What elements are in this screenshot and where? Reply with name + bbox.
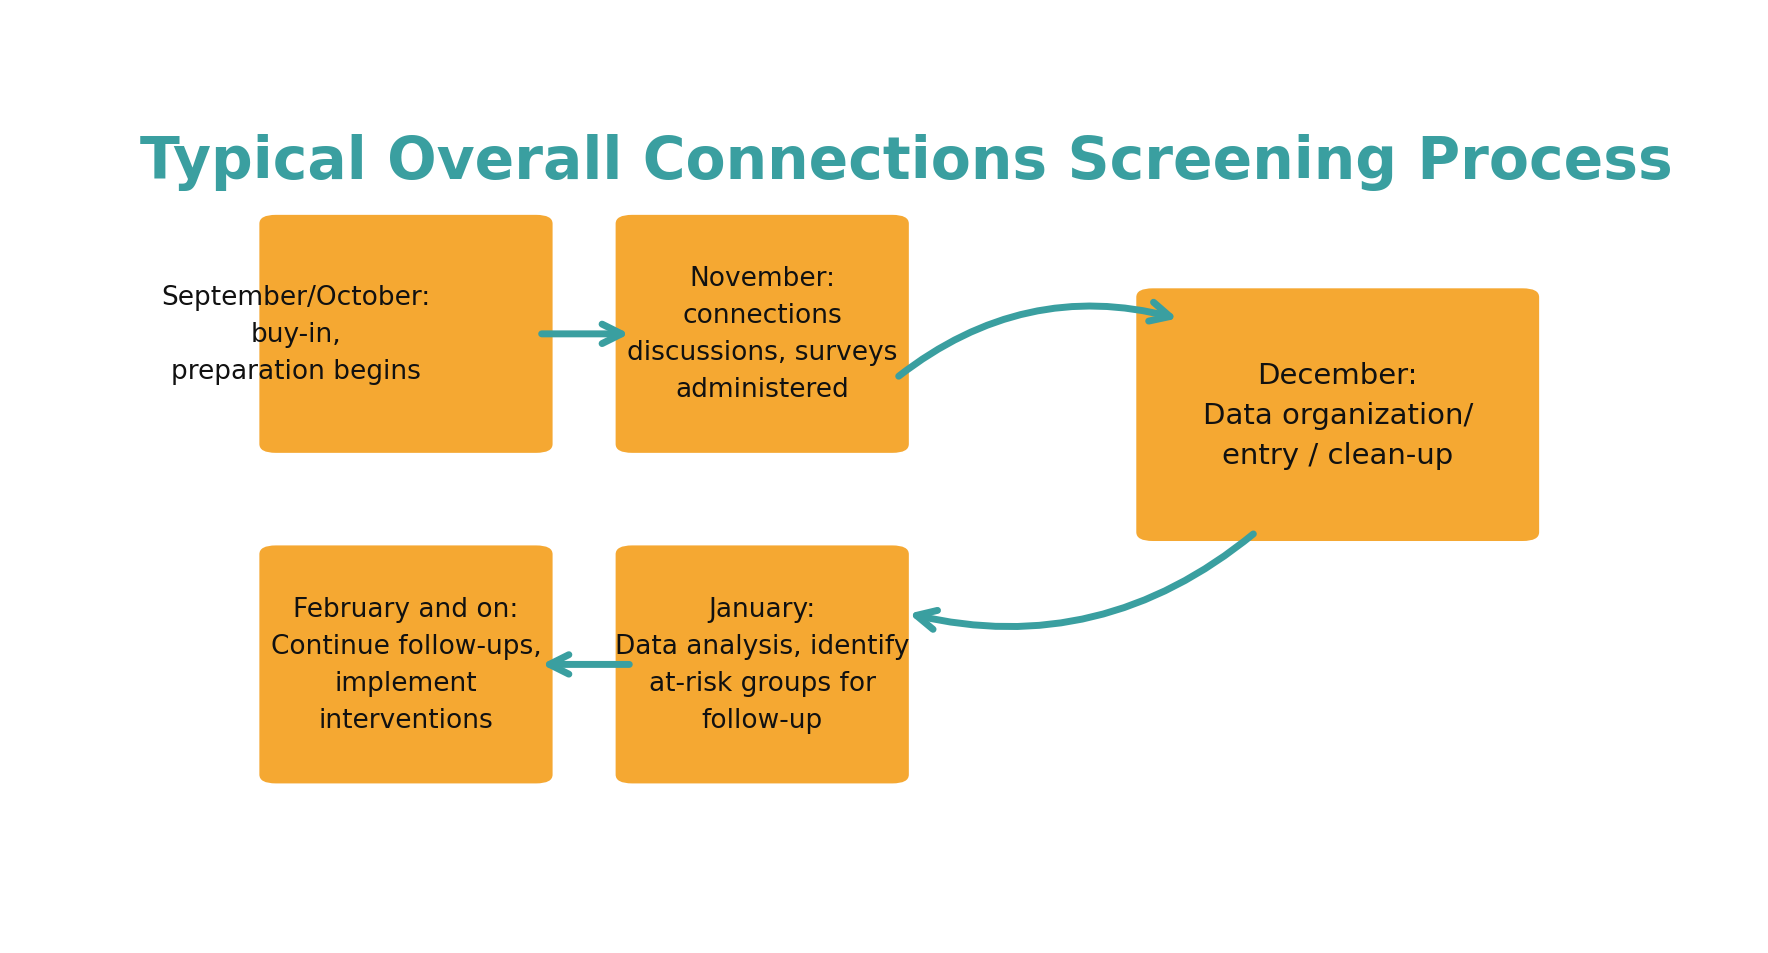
Text: November:
connections
discussions, surveys
administered: November: connections discussions, surve… xyxy=(628,266,898,403)
Text: January:
Data analysis, identify
at-risk groups for
follow-up: January: Data analysis, identify at-risk… xyxy=(615,597,909,733)
Text: December:
Data organization/
entry / clean-up: December: Data organization/ entry / cle… xyxy=(1202,361,1473,469)
Text: September/October:
buy-in,
preparation begins: September/October: buy-in, preparation b… xyxy=(161,285,431,384)
FancyBboxPatch shape xyxy=(1137,289,1540,541)
FancyBboxPatch shape xyxy=(615,215,909,454)
FancyBboxPatch shape xyxy=(615,546,909,783)
FancyBboxPatch shape xyxy=(260,546,553,783)
Text: February and on:
Continue follow-ups,
implement
interventions: February and on: Continue follow-ups, im… xyxy=(271,597,541,733)
FancyBboxPatch shape xyxy=(260,215,553,454)
Text: Typical Overall Connections Screening Process: Typical Overall Connections Screening Pr… xyxy=(140,133,1673,191)
